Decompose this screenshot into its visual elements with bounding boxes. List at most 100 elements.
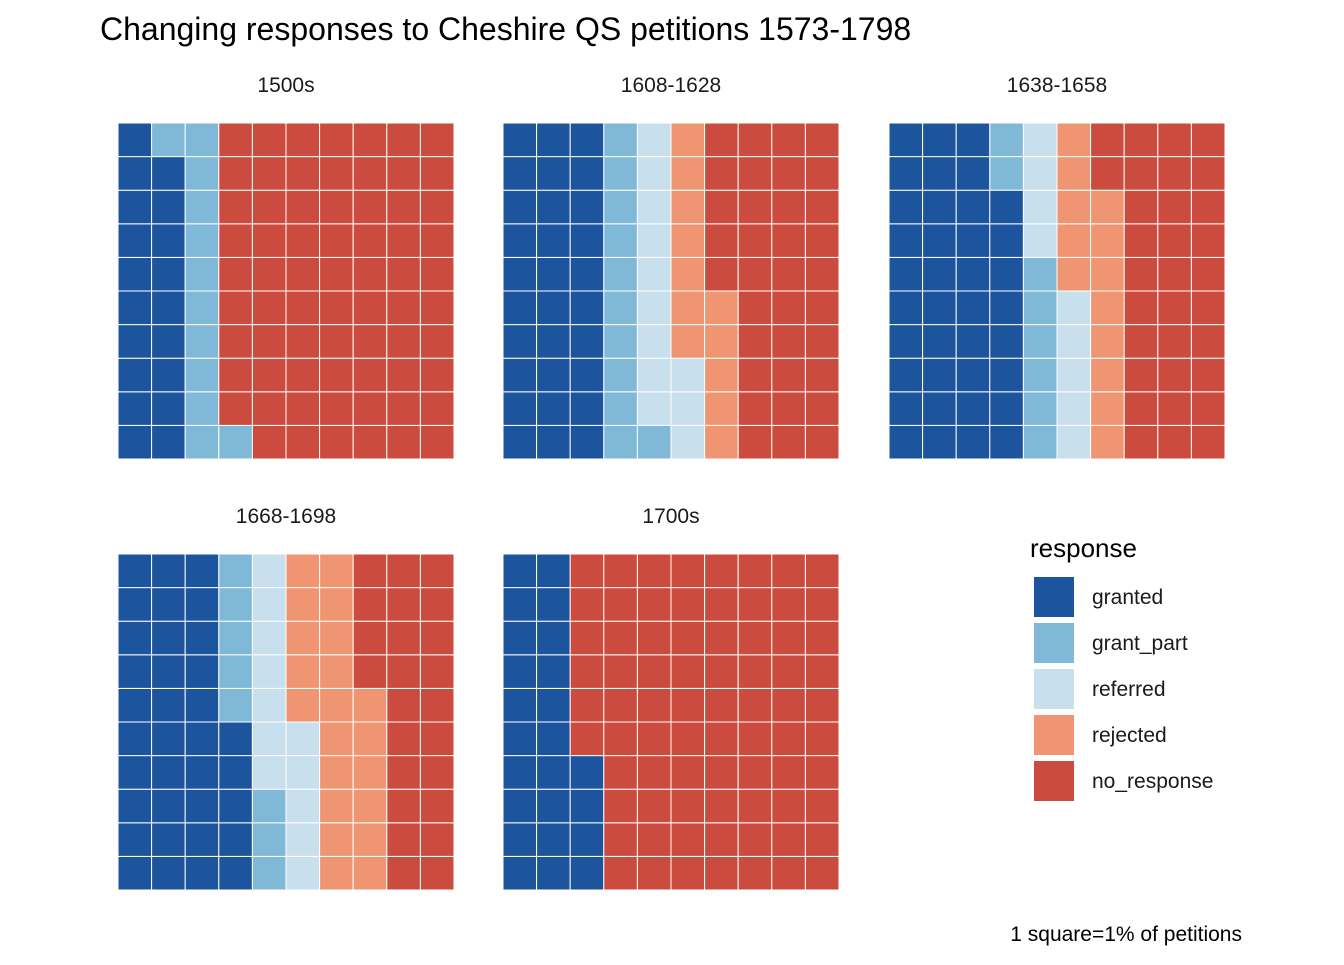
waffle-square-no_response bbox=[1190, 156, 1226, 191]
waffle-square-no_response bbox=[386, 189, 421, 225]
waffle-square-no_response bbox=[386, 687, 421, 723]
waffle-square-no_response bbox=[419, 755, 455, 790]
legend-label-rejected: rejected bbox=[1092, 724, 1167, 747]
waffle-square-no_response bbox=[1157, 223, 1192, 258]
waffle-square-granted bbox=[888, 324, 924, 359]
waffle-square-no_response bbox=[319, 256, 354, 292]
waffle-square-no_response bbox=[704, 620, 739, 656]
waffle-square-no_response bbox=[285, 324, 321, 359]
waffle-square-granted bbox=[569, 122, 605, 158]
waffle-square-no_response bbox=[319, 357, 354, 393]
waffle-square-no_response bbox=[218, 391, 253, 426]
waffle-square-grant_part bbox=[218, 654, 253, 689]
waffle-square-granted bbox=[117, 324, 153, 359]
waffle-square-granted bbox=[502, 654, 538, 689]
waffle-square-granted bbox=[151, 620, 186, 656]
waffle-square-rejected bbox=[704, 391, 739, 426]
waffle-square-no_response bbox=[285, 290, 321, 326]
waffle-square-no_response bbox=[771, 391, 806, 426]
waffle-square-grant_part bbox=[184, 357, 220, 393]
waffle-square-no_response bbox=[704, 156, 739, 191]
waffle-square-rejected bbox=[670, 223, 706, 258]
waffle-square-no_response bbox=[419, 654, 455, 689]
waffle-square-granted bbox=[151, 324, 186, 359]
waffle-square-no_response bbox=[1123, 189, 1159, 225]
waffle-square-granted bbox=[989, 424, 1024, 460]
waffle-square-no_response bbox=[704, 755, 739, 790]
waffle-square-granted bbox=[888, 290, 924, 326]
waffle-square-granted bbox=[184, 721, 220, 757]
waffle-square-rejected bbox=[319, 755, 354, 790]
waffle-square-granted bbox=[888, 391, 924, 426]
waffle-square-granted bbox=[117, 553, 153, 589]
waffle-square-no_response bbox=[419, 290, 455, 326]
waffle-square-granted bbox=[536, 620, 571, 656]
waffle-square-no_response bbox=[670, 721, 706, 757]
waffle-square-granted bbox=[151, 553, 186, 589]
waffle-square-granted bbox=[117, 788, 153, 824]
waffle-square-no_response bbox=[771, 156, 806, 191]
waffle-square-no_response bbox=[352, 620, 388, 656]
waffle-square-no_response bbox=[771, 721, 806, 757]
waffle-square-granted bbox=[888, 424, 924, 460]
waffle-square-no_response bbox=[737, 122, 773, 158]
waffle-square-granted bbox=[536, 654, 571, 689]
waffle-square-no_response bbox=[419, 223, 455, 258]
waffle-square-granted bbox=[888, 223, 924, 258]
waffle-square-no_response bbox=[386, 721, 421, 757]
waffle-square-no_response bbox=[636, 855, 672, 891]
waffle-square-granted bbox=[955, 391, 991, 426]
waffle-square-no_response bbox=[569, 654, 605, 689]
waffle-square-granted bbox=[151, 424, 186, 460]
waffle-square-referred bbox=[636, 189, 672, 225]
waffle-square-no_response bbox=[218, 290, 253, 326]
waffle-square-grant_part bbox=[218, 587, 253, 622]
waffle-square-granted bbox=[569, 324, 605, 359]
waffle-square-granted bbox=[184, 620, 220, 656]
waffle-square-rejected bbox=[1090, 324, 1125, 359]
waffle-square-no_response bbox=[352, 156, 388, 191]
waffle-square-no_response bbox=[804, 156, 840, 191]
waffle-square-no_response bbox=[804, 553, 840, 589]
waffle-square-granted bbox=[502, 424, 538, 460]
waffle-square-no_response bbox=[603, 721, 638, 757]
waffle-square-no_response bbox=[251, 391, 287, 426]
waffle-square-grant_part bbox=[218, 620, 253, 656]
waffle-square-no_response bbox=[1157, 391, 1192, 426]
waffle-square-granted bbox=[569, 788, 605, 824]
waffle-square-no_response bbox=[419, 687, 455, 723]
waffle-square-granted bbox=[117, 256, 153, 292]
waffle-square-granted bbox=[989, 357, 1024, 393]
waffle-square-no_response bbox=[386, 822, 421, 857]
waffle-square-referred bbox=[251, 755, 287, 790]
waffle-square-no_response bbox=[569, 620, 605, 656]
waffle-square-granted bbox=[502, 620, 538, 656]
waffle-square-no_response bbox=[603, 788, 638, 824]
waffle-square-granted bbox=[569, 755, 605, 790]
waffle-square-no_response bbox=[636, 755, 672, 790]
waffle-square-granted bbox=[536, 223, 571, 258]
waffle-square-no_response bbox=[771, 357, 806, 393]
waffle-square-rejected bbox=[1056, 189, 1092, 225]
waffle-square-granted bbox=[502, 687, 538, 723]
waffle-square-grant_part bbox=[184, 189, 220, 225]
waffle-square-granted bbox=[117, 357, 153, 393]
waffle-square-rejected bbox=[352, 855, 388, 891]
waffle-square-no_response bbox=[636, 587, 672, 622]
waffle-square-granted bbox=[151, 654, 186, 689]
waffle-square-no_response bbox=[218, 357, 253, 393]
waffle-square-grant_part bbox=[603, 189, 638, 225]
waffle-square-no_response bbox=[1190, 122, 1226, 158]
waffle-square-grant_part bbox=[184, 156, 220, 191]
panel-label: 1668-1698 bbox=[236, 505, 336, 528]
waffle-square-granted bbox=[536, 788, 571, 824]
waffle-square-no_response bbox=[771, 189, 806, 225]
waffle-square-no_response bbox=[1123, 256, 1159, 292]
waffle-square-no_response bbox=[251, 290, 287, 326]
waffle-square-granted bbox=[569, 256, 605, 292]
waffle-square-no_response bbox=[386, 620, 421, 656]
waffle-square-granted bbox=[536, 290, 571, 326]
waffle-square-no_response bbox=[319, 324, 354, 359]
waffle-square-granted bbox=[922, 122, 957, 158]
waffle-square-grant_part bbox=[989, 122, 1024, 158]
